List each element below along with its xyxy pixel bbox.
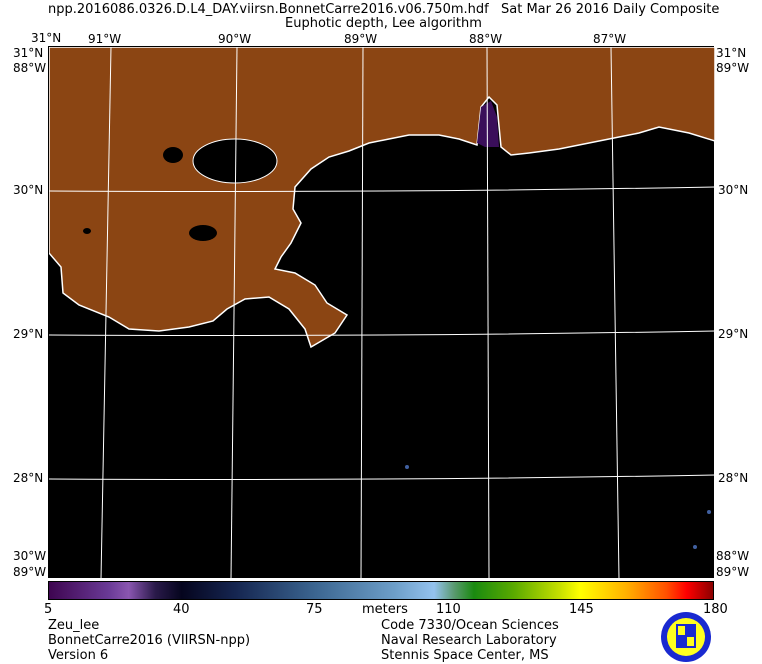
product-name: Zeu_lee: [48, 618, 100, 633]
land-mass: [48, 46, 716, 349]
mobile-bay-data: [477, 101, 499, 147]
lon-label: 88°W: [469, 32, 503, 46]
ocean-data-speck: [405, 465, 409, 469]
colorbar-tick: 110: [436, 602, 461, 617]
nrl-logo: [661, 612, 711, 662]
lat-label-left: 28°N: [13, 471, 44, 485]
colorbar-tick: 180: [703, 602, 728, 617]
lat-label-right: 29°N: [718, 327, 749, 341]
lat-label-right: 28°N: [718, 471, 749, 485]
org-location: Stennis Space Center, MS: [381, 648, 549, 663]
lon-label: 89°W: [344, 32, 378, 46]
org-name: Naval Research Laboratory: [381, 633, 557, 648]
lon-label: 91°W: [88, 32, 122, 46]
colorbar-units: meters: [362, 602, 408, 617]
lat-label-left: 30°N: [13, 183, 44, 197]
colorbar-tick: 5: [44, 602, 53, 617]
corner-lat-label: 31°N: [31, 31, 62, 45]
lon-label: 90°W: [218, 32, 252, 46]
product-subtitle: Euphotic depth, Lee algorithm: [285, 16, 482, 31]
bottom-left-label: 89°W: [13, 565, 47, 579]
file-name: npp.2016086.0326.D.L4_DAY.viirsn.BonnetC…: [48, 2, 489, 17]
right-lat-label: 31°N: [716, 46, 747, 60]
colorbar-tick: 75: [306, 602, 323, 617]
lon-label: 87°W: [593, 32, 627, 46]
lake-pontchartrain: [192, 138, 278, 184]
euphotic-depth-map[interactable]: [48, 46, 716, 580]
colorbar-tick: 40: [173, 602, 190, 617]
version-label: Version 6: [48, 648, 109, 663]
colorbar-tick: 145: [569, 602, 594, 617]
ocean-data-speck: [707, 510, 711, 514]
lat-label-right: 30°N: [718, 183, 749, 197]
lake-maurepas: [163, 147, 183, 163]
left-lat-label: 31°N: [13, 46, 44, 60]
lat-label-left: 29°N: [13, 327, 44, 341]
bottom-left-label: 30°W: [13, 549, 47, 563]
inland-lake: [189, 225, 217, 241]
bottom-right-label: 89°W: [716, 565, 750, 579]
depth-colorbar: [48, 581, 714, 600]
inland-lake: [83, 228, 91, 234]
right-lon-label: 89°W: [716, 61, 750, 75]
bottom-right-label: 88°W: [716, 549, 750, 563]
org-code: Code 7330/Ocean Sciences: [381, 618, 559, 633]
map-canvas: [48, 46, 716, 580]
date-label: Sat Mar 26 2016 Daily Composite: [501, 2, 720, 17]
ocean-data-speck: [693, 545, 697, 549]
dataset-name: BonnetCarre2016 (VIIRSN-npp): [48, 633, 251, 648]
left-lon-label: 88°W: [13, 61, 47, 75]
graticule: [48, 46, 716, 580]
